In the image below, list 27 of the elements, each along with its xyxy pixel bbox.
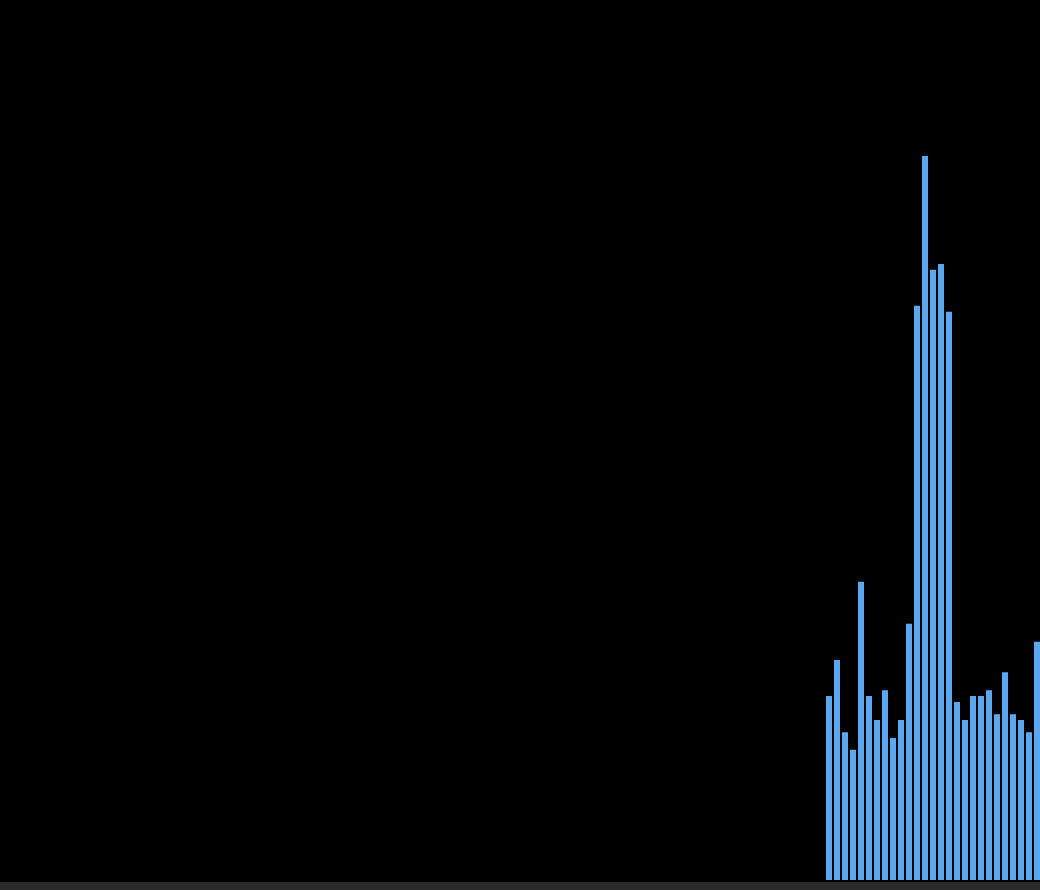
bar	[914, 305, 920, 880]
bar	[842, 732, 848, 880]
bar	[882, 690, 888, 880]
bar	[946, 311, 952, 880]
bar	[890, 738, 896, 880]
bar	[938, 263, 944, 880]
bar	[986, 690, 992, 880]
bar	[1018, 720, 1024, 880]
bar	[850, 749, 856, 880]
bar	[962, 720, 968, 880]
bar	[898, 720, 904, 880]
bar	[826, 696, 832, 880]
bar	[834, 659, 840, 880]
bar	[858, 581, 864, 880]
bar	[930, 269, 936, 880]
bar	[906, 623, 912, 880]
bar	[1010, 714, 1016, 880]
bar	[994, 714, 1000, 880]
bar	[922, 156, 928, 880]
bar	[1002, 672, 1008, 880]
bar	[874, 720, 880, 880]
bar	[970, 696, 976, 880]
bar	[978, 696, 984, 880]
bar	[1034, 641, 1040, 880]
bar	[1026, 732, 1032, 880]
bar	[866, 696, 872, 880]
bar	[954, 701, 960, 880]
